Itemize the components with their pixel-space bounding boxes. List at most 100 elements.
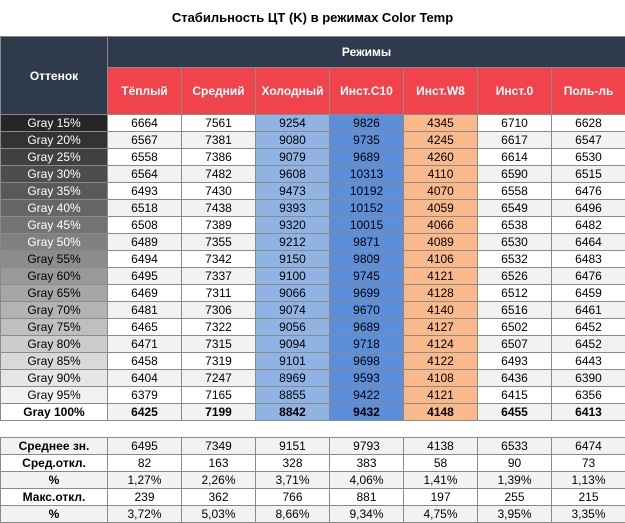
table-cell: 7306 [181, 301, 256, 319]
shade-label: Gray 35% [0, 182, 108, 200]
table-cell: 6567 [107, 131, 182, 149]
stats-row: Макс.откл. 239 362 766 881 197 255 215 [0, 488, 625, 506]
table-cell: 6532 [477, 250, 552, 268]
table-cell: 9745 [329, 267, 404, 285]
table-cell: 9871 [329, 233, 404, 251]
table-cell: 7342 [181, 250, 256, 268]
table-cell: 8969 [255, 369, 330, 387]
table-cell: 4148 [403, 403, 478, 421]
table-cell: 9100 [255, 267, 330, 285]
stats-cell: 6495 [107, 437, 182, 455]
table-cell: 6413 [550, 403, 625, 421]
table-cell: 9080 [255, 131, 330, 149]
table-row: Gray 45% 6508 7389 9320 10015 4066 6538 6482 [0, 216, 625, 234]
stats-cell: 4,06% [329, 471, 404, 489]
table-cell: 10192 [329, 182, 404, 200]
table-cell: 6664 [107, 114, 182, 132]
table-cell: 7561 [181, 114, 256, 132]
table-cell: 6526 [477, 267, 552, 285]
table-cell: 7389 [181, 216, 256, 234]
table-row: Gray 75% 6465 7322 9056 9689 4127 6502 6452 [0, 318, 625, 336]
table-cell: 6464 [550, 233, 625, 251]
table-cell: 9079 [255, 148, 330, 166]
stats-label: Макс.откл. [0, 488, 108, 506]
table-cell: 6489 [107, 233, 182, 251]
table-cell: 4122 [403, 352, 478, 370]
table-row: Gray 65% 6469 7311 9066 9699 4128 6512 6459 [0, 284, 625, 302]
table-cell: 4260 [403, 148, 478, 166]
table-cell: 6547 [550, 131, 625, 149]
table-cell: 4110 [403, 165, 478, 183]
stats-cell: 383 [329, 454, 404, 472]
mode-header: Поль-ль [550, 67, 625, 115]
stats-cell: 6533 [477, 437, 552, 455]
table-cell: 6356 [550, 386, 625, 404]
modes-header: Режимы [106, 36, 625, 68]
table-cell: 6617 [477, 131, 552, 149]
shade-label: Gray 85% [0, 352, 108, 370]
table-cell: 9718 [329, 335, 404, 353]
shade-label: Gray 65% [0, 284, 108, 302]
table-cell: 4108 [403, 369, 478, 387]
table-cell: 6518 [107, 199, 182, 217]
table-row: Gray 80% 6471 7315 9094 9718 4124 6507 6452 [0, 335, 625, 353]
table-row: Gray 15% 6664 7561 9254 9826 4345 6710 6628 [0, 114, 625, 132]
table-cell: 9699 [329, 284, 404, 302]
table-cell: 6476 [550, 182, 625, 200]
table-cell: 6507 [477, 335, 552, 353]
stats-cell: 4138 [403, 437, 478, 455]
stats-cell: 4,75% [403, 505, 478, 523]
stats-cell: 1,13% [550, 471, 625, 489]
stats-cell: 163 [181, 454, 256, 472]
shade-label: Gray 30% [0, 165, 108, 183]
shade-label: Gray 75% [0, 318, 108, 336]
stats-cell: 8,66% [255, 505, 330, 523]
table-cell: 9473 [255, 182, 330, 200]
table-cell: 7319 [181, 352, 256, 370]
table-cell: 6516 [477, 301, 552, 319]
table-cell: 6496 [550, 199, 625, 217]
stats-cell: 1,41% [403, 471, 478, 489]
table-cell: 6710 [477, 114, 552, 132]
mode-header: Тёплый [107, 67, 182, 115]
table-cell: 6558 [107, 148, 182, 166]
table-cell: 6508 [107, 216, 182, 234]
table-cell: 6502 [477, 318, 552, 336]
shade-label: Gray 25% [0, 148, 108, 166]
mode-header: Средний [181, 67, 256, 115]
table-cell: 6436 [477, 369, 552, 387]
table-cell: 6471 [107, 335, 182, 353]
stats-cell: 3,71% [255, 471, 330, 489]
table-cell: 6494 [107, 250, 182, 268]
table-cell: 9826 [329, 114, 404, 132]
table-cell: 9056 [255, 318, 330, 336]
shade-label: Gray 90% [0, 369, 108, 387]
table-cell: 7482 [181, 165, 256, 183]
table-cell: 9150 [255, 250, 330, 268]
table-cell: 9593 [329, 369, 404, 387]
shade-label: Gray 50% [0, 233, 108, 251]
table-cell: 9608 [255, 165, 330, 183]
table-cell: 9689 [329, 148, 404, 166]
table-cell: 4345 [403, 114, 478, 132]
table-cell: 7322 [181, 318, 256, 336]
table-cell: 6530 [550, 148, 625, 166]
shade-label: Gray 70% [0, 301, 108, 319]
shade-label: Gray 60% [0, 267, 108, 285]
table-cell: 6452 [550, 335, 625, 353]
stats-cell: 6474 [550, 437, 625, 455]
stats-row: Сред.откл. 82 163 328 383 58 90 73 [0, 454, 625, 472]
table-cell: 6495 [107, 267, 182, 285]
table-row: Gray 40% 6518 7438 9393 10152 4059 6549 6496 [0, 199, 625, 217]
table-cell: 6481 [107, 301, 182, 319]
table-cell: 7337 [181, 267, 256, 285]
table-cell: 4059 [403, 199, 478, 217]
table-cell: 7247 [181, 369, 256, 387]
table-cell: 10313 [329, 165, 404, 183]
table-cell: 7315 [181, 335, 256, 353]
table-cell: 7381 [181, 131, 256, 149]
stats-label: Среднее зн. [0, 437, 108, 455]
mode-header: Инст.W8 [403, 67, 478, 115]
stats-cell: 82 [107, 454, 182, 472]
table-cell: 6564 [107, 165, 182, 183]
